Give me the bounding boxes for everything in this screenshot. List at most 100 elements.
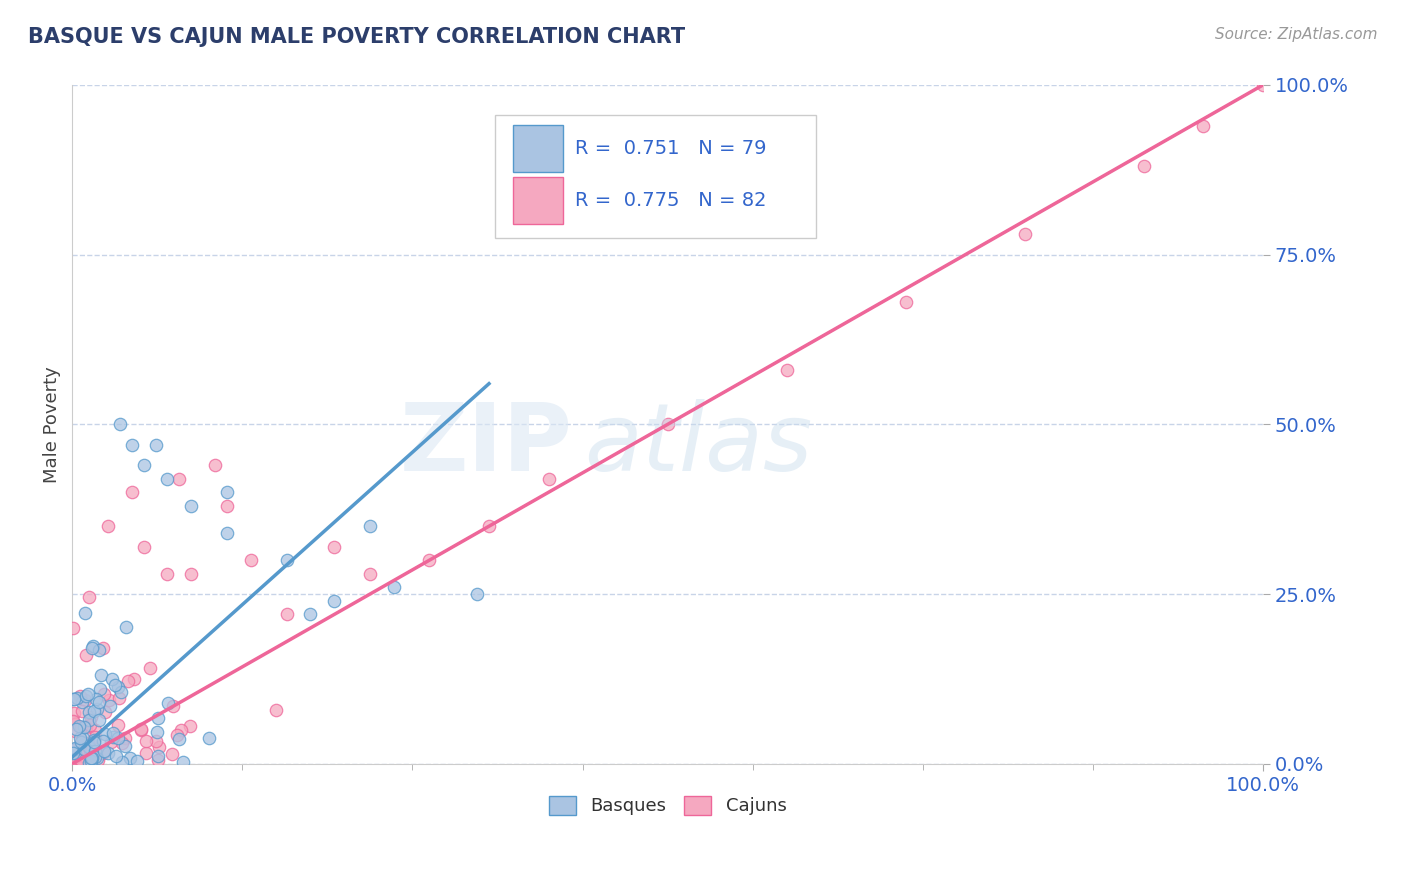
Point xyxy=(80,744,103,758)
Point xyxy=(76,687,98,701)
Point xyxy=(180,499,202,513)
Text: ZIP: ZIP xyxy=(399,399,572,491)
Point xyxy=(148,739,170,754)
Point xyxy=(537,472,560,486)
Point xyxy=(87,643,110,657)
Point xyxy=(83,704,105,718)
Point xyxy=(63,741,86,756)
Point xyxy=(215,526,238,541)
Point xyxy=(62,692,84,706)
Point xyxy=(91,640,114,655)
Point xyxy=(776,363,799,377)
Point xyxy=(86,701,108,715)
Point xyxy=(69,720,91,734)
Point xyxy=(215,485,238,500)
Point xyxy=(80,751,103,765)
Point xyxy=(894,295,917,310)
Point xyxy=(115,620,138,634)
Point xyxy=(166,728,188,742)
Point xyxy=(80,640,103,655)
Point xyxy=(75,693,97,707)
Point xyxy=(129,723,152,737)
Point xyxy=(129,723,152,737)
Point xyxy=(121,438,143,452)
Point xyxy=(86,745,108,759)
Point xyxy=(170,723,193,737)
Legend: Basques, Cajuns: Basques, Cajuns xyxy=(541,789,794,822)
Point xyxy=(146,749,169,764)
Point xyxy=(1014,227,1036,242)
Point xyxy=(146,753,169,767)
Point xyxy=(101,730,124,744)
Text: atlas: atlas xyxy=(585,400,813,491)
Point xyxy=(107,680,129,694)
Point xyxy=(80,710,103,724)
Point xyxy=(266,703,288,717)
Point xyxy=(111,736,134,750)
Point xyxy=(90,668,112,682)
Point xyxy=(73,742,96,756)
Point xyxy=(86,692,108,706)
Point xyxy=(108,417,131,432)
Point xyxy=(77,590,100,604)
Point xyxy=(79,718,101,732)
Point xyxy=(215,499,238,513)
Point xyxy=(63,717,86,731)
Point xyxy=(83,730,105,744)
Point xyxy=(120,751,142,765)
Point xyxy=(135,734,157,748)
Point xyxy=(93,744,115,758)
Point xyxy=(70,705,93,719)
Point xyxy=(63,746,86,760)
Point xyxy=(172,756,194,770)
Point xyxy=(62,743,84,757)
Point xyxy=(72,731,94,746)
Point xyxy=(62,621,84,635)
Point xyxy=(179,719,201,733)
Point xyxy=(89,681,111,696)
Point xyxy=(87,713,110,727)
Point xyxy=(145,438,167,452)
Point xyxy=(83,734,105,748)
Point xyxy=(1192,119,1215,133)
Point xyxy=(169,731,191,746)
Point xyxy=(98,693,121,707)
Point xyxy=(69,731,91,745)
Point xyxy=(122,673,145,687)
Point xyxy=(77,706,100,720)
Point xyxy=(204,458,226,472)
Point xyxy=(91,734,114,748)
Point xyxy=(323,594,346,608)
Point xyxy=(87,695,110,709)
Point xyxy=(121,485,143,500)
Point xyxy=(1251,78,1274,92)
Text: Source: ZipAtlas.com: Source: ZipAtlas.com xyxy=(1215,27,1378,42)
Point xyxy=(63,740,86,755)
Point xyxy=(97,519,120,533)
Point xyxy=(69,739,91,753)
Y-axis label: Male Poverty: Male Poverty xyxy=(44,366,60,483)
Point xyxy=(139,661,162,675)
Point xyxy=(93,687,115,701)
Point xyxy=(79,739,101,754)
Point xyxy=(276,553,298,567)
Point xyxy=(70,753,93,767)
Point xyxy=(100,672,122,686)
Point xyxy=(80,751,103,765)
Point xyxy=(97,746,120,760)
Point xyxy=(104,677,127,691)
Point xyxy=(63,692,86,706)
Point xyxy=(70,734,93,748)
Point xyxy=(359,566,381,581)
Point xyxy=(69,690,91,704)
Point xyxy=(111,755,134,769)
Point xyxy=(80,743,103,757)
Point xyxy=(156,696,179,710)
Point xyxy=(77,736,100,750)
Point xyxy=(73,719,96,733)
Point xyxy=(323,540,346,554)
Point xyxy=(132,458,155,472)
Point xyxy=(67,751,90,765)
Point xyxy=(107,717,129,731)
FancyBboxPatch shape xyxy=(513,178,562,224)
